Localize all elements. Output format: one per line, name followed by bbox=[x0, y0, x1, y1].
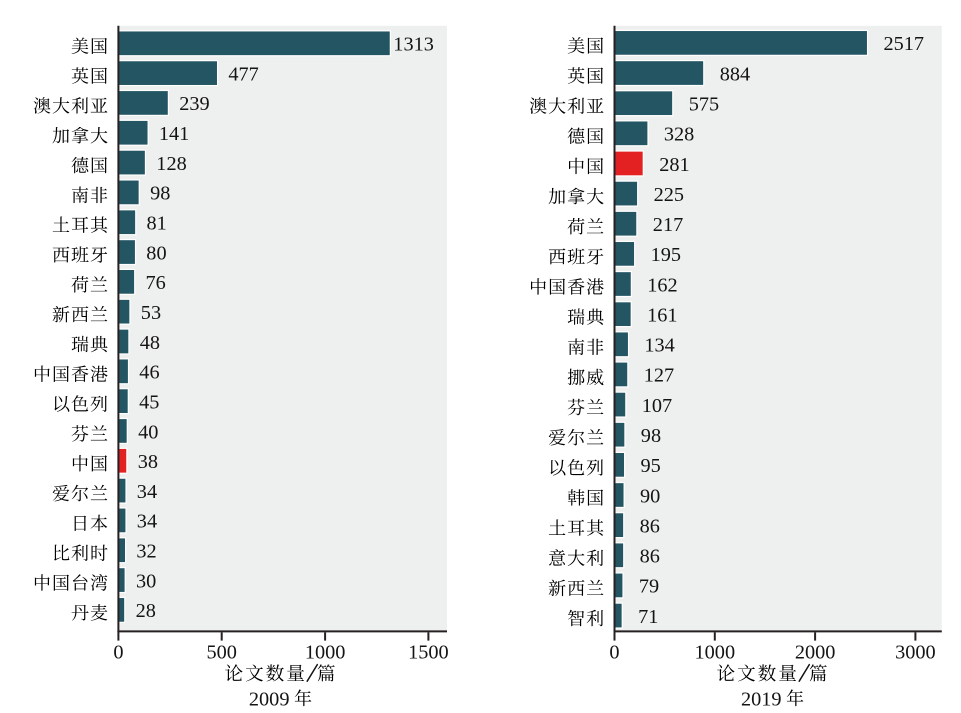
svg-text:107: 107 bbox=[642, 395, 672, 417]
svg-text:2009: 2009 bbox=[249, 688, 290, 710]
svg-text:86: 86 bbox=[640, 546, 660, 568]
svg-text:161: 161 bbox=[647, 304, 677, 326]
svg-text:0: 0 bbox=[609, 641, 619, 663]
svg-text:98: 98 bbox=[641, 425, 661, 447]
svg-text:34: 34 bbox=[137, 481, 157, 503]
svg-text:86: 86 bbox=[640, 515, 660, 537]
svg-text:48: 48 bbox=[140, 332, 160, 354]
svg-text:95: 95 bbox=[641, 455, 661, 477]
svg-text:71: 71 bbox=[638, 606, 658, 628]
svg-text:217: 217 bbox=[653, 214, 683, 236]
svg-text:281: 281 bbox=[659, 154, 689, 176]
svg-text:2000: 2000 bbox=[795, 641, 836, 663]
svg-text:225: 225 bbox=[654, 184, 684, 206]
svg-text:477: 477 bbox=[228, 63, 258, 85]
svg-text:141: 141 bbox=[159, 123, 189, 145]
svg-text:500: 500 bbox=[206, 641, 236, 663]
svg-text:38: 38 bbox=[138, 451, 158, 473]
svg-text:45: 45 bbox=[139, 391, 159, 413]
svg-text:1500: 1500 bbox=[408, 641, 449, 663]
svg-text:575: 575 bbox=[689, 93, 719, 115]
svg-text:328: 328 bbox=[664, 124, 694, 146]
svg-text:3000: 3000 bbox=[895, 641, 936, 663]
svg-text:28: 28 bbox=[136, 600, 156, 622]
svg-text:2019: 2019 bbox=[741, 688, 782, 710]
svg-text:195: 195 bbox=[651, 244, 681, 266]
svg-text:1000: 1000 bbox=[305, 641, 346, 663]
svg-text:32: 32 bbox=[136, 541, 156, 563]
svg-text:46: 46 bbox=[139, 362, 159, 384]
svg-text:40: 40 bbox=[138, 421, 158, 443]
svg-text:98: 98 bbox=[150, 183, 170, 205]
svg-text:90: 90 bbox=[640, 485, 660, 507]
svg-text:127: 127 bbox=[644, 365, 674, 387]
svg-text:162: 162 bbox=[647, 274, 677, 296]
svg-text:34: 34 bbox=[137, 511, 157, 533]
svg-text:134: 134 bbox=[644, 335, 674, 357]
svg-text:0: 0 bbox=[113, 641, 123, 663]
svg-text:53: 53 bbox=[141, 302, 161, 324]
svg-text:79: 79 bbox=[639, 576, 659, 598]
svg-text:2517: 2517 bbox=[884, 33, 925, 55]
svg-text:239: 239 bbox=[179, 93, 209, 115]
svg-text:80: 80 bbox=[146, 242, 166, 264]
svg-text:1000: 1000 bbox=[695, 641, 736, 663]
svg-text:128: 128 bbox=[156, 153, 186, 175]
svg-text:76: 76 bbox=[146, 272, 166, 294]
svg-text:81: 81 bbox=[147, 213, 167, 235]
svg-text:30: 30 bbox=[136, 570, 156, 592]
svg-text:1313: 1313 bbox=[393, 34, 434, 56]
svg-text:884: 884 bbox=[720, 63, 750, 85]
